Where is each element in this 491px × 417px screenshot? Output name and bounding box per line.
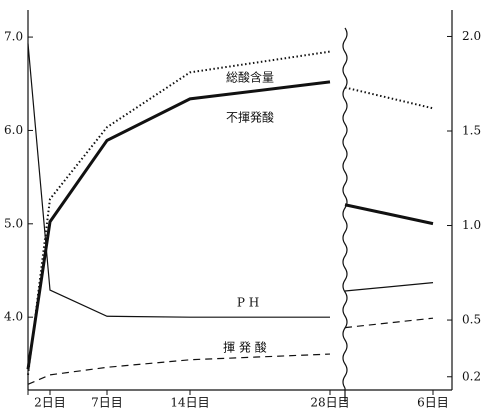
x-tick-label: 7日目 bbox=[91, 396, 123, 410]
y2-tick-label: 0.2 bbox=[462, 369, 481, 383]
x-tick-label: 14日目 bbox=[170, 396, 209, 410]
axis-break bbox=[342, 27, 348, 402]
y-tick-label: 5.0 bbox=[4, 216, 23, 230]
series-line bbox=[27, 353, 331, 385]
series-label: 総酸含量 bbox=[226, 70, 274, 85]
series-label: 揮 発 酸 bbox=[223, 340, 267, 355]
series-line bbox=[344, 203, 434, 226]
series-label: 不揮発酸 bbox=[226, 110, 274, 125]
x-tick-label: 28日目 bbox=[310, 396, 349, 410]
x-tick-label: 2日目 bbox=[34, 396, 66, 410]
y2-tick-label: 2.0 bbox=[462, 29, 481, 43]
y2-tick-label: 1.0 bbox=[462, 218, 481, 232]
series-line bbox=[344, 317, 434, 329]
x-tick-label: 6日目 bbox=[417, 396, 449, 410]
y-tick-label: 7.0 bbox=[4, 30, 23, 44]
series-line bbox=[26, 80, 331, 370]
series-line bbox=[344, 282, 434, 292]
y2-tick-label: 1.5 bbox=[462, 123, 481, 137]
series-line bbox=[27, 43, 330, 318]
series-line bbox=[344, 86, 434, 110]
series-label: P H bbox=[237, 296, 259, 310]
y-tick-label: 4.0 bbox=[4, 310, 23, 324]
series-line bbox=[27, 50, 331, 376]
y2-tick-label: 0.5 bbox=[462, 313, 481, 327]
y-tick-label: 6.0 bbox=[4, 123, 23, 137]
